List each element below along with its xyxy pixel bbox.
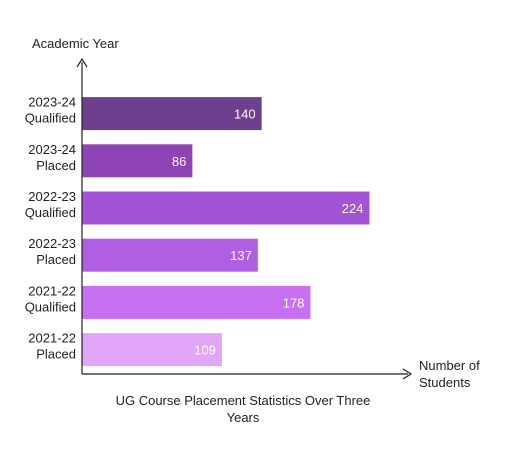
bar: [82, 191, 370, 225]
y-tick-label: 2021-22: [28, 283, 76, 298]
bar: [82, 238, 258, 272]
bar-value-label: 224: [342, 201, 364, 216]
y-tick-label: 2022-23: [28, 189, 76, 204]
bar-value-label: 86: [172, 154, 186, 169]
y-tick-label: 2023-24: [28, 95, 76, 110]
x-axis-arrow: [402, 368, 413, 380]
y-tick-label: Qualified: [25, 299, 76, 314]
y-tick-label: 2021-22: [28, 331, 76, 346]
bar-value-label: 137: [230, 248, 252, 263]
y-tick-label: Placed: [36, 252, 76, 267]
y-tick-label: Qualified: [25, 111, 76, 126]
bar: [82, 97, 262, 131]
bar: [82, 333, 222, 367]
y-tick-label: Placed: [36, 347, 76, 362]
y-axis-arrow: [76, 57, 88, 68]
chart-caption-line-2: Years: [227, 410, 260, 425]
bar-value-label: 140: [234, 107, 256, 122]
y-tick-label: 2023-24: [28, 142, 76, 157]
value-labels-group: 140 86 224 137 178 109: [172, 107, 364, 358]
y-axis-label: Academic Year: [32, 36, 119, 51]
x-axis-label-line-2: Students: [419, 375, 471, 390]
bar: [82, 144, 193, 178]
bar-value-label: 109: [194, 343, 216, 358]
bars-group: [82, 97, 370, 367]
y-tick-label: Placed: [36, 158, 76, 173]
tick-labels-group: 2023-24Qualified2023-24Placed2022-23Qual…: [25, 95, 76, 362]
bar-value-label: 178: [283, 295, 305, 310]
chart-caption-line-1: UG Course Placement Statistics Over Thre…: [116, 393, 371, 408]
x-axis-label-line-1: Number of: [419, 358, 480, 373]
y-tick-label: 2022-23: [28, 236, 76, 251]
bar: [82, 285, 311, 319]
y-tick-label: Qualified: [25, 205, 76, 220]
